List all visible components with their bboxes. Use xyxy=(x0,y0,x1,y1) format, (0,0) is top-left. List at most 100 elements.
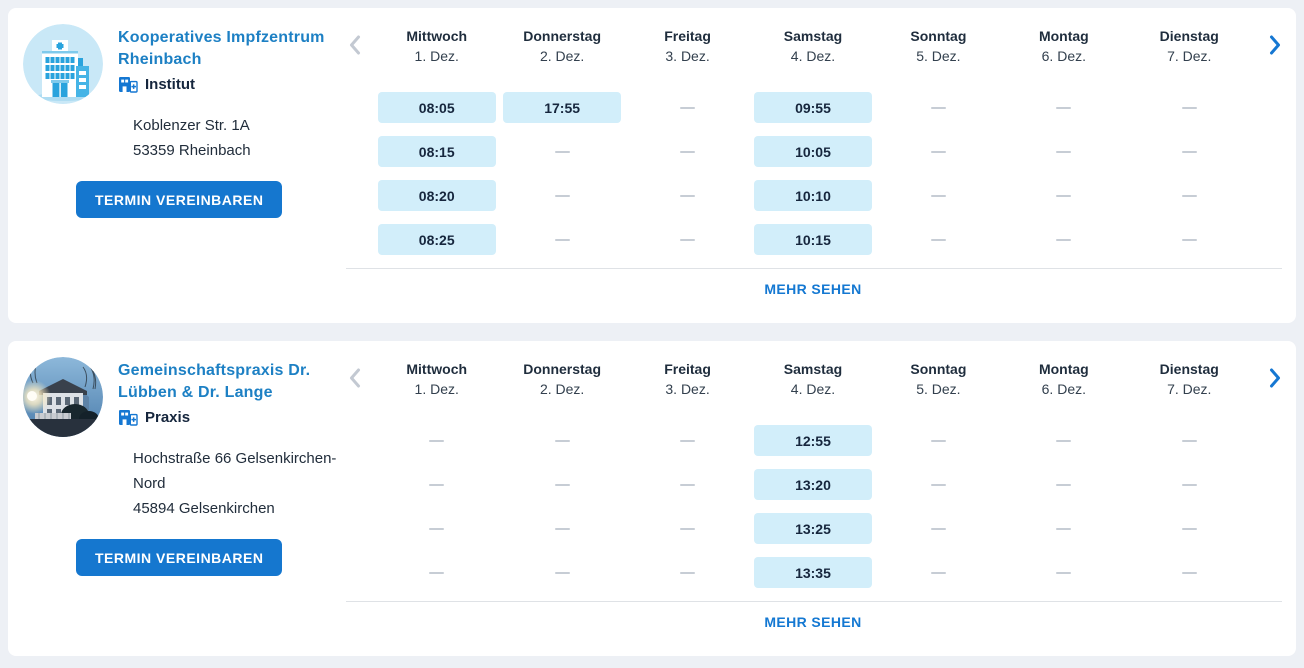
provider-card-gemeinschaftspraxis: Gemeinschaftspraxis Dr. Lübben & Dr. Lan… xyxy=(8,341,1296,656)
no-slot-dash xyxy=(1181,150,1197,153)
day-slot-list: 12:55 13:20 13:25 13:35 xyxy=(753,425,872,601)
no-slot-dash xyxy=(554,238,570,241)
time-slot-button[interactable]: 10:15 xyxy=(753,224,872,255)
day-name: Freitag xyxy=(664,361,711,377)
no-slot-dash xyxy=(930,106,946,109)
time-slot-button[interactable]: 08:15 xyxy=(377,136,496,167)
day-slot-list xyxy=(1005,425,1123,601)
day-column: Samstag 4. Dez. 12:55 13:20 13:25 13:35 xyxy=(750,361,875,601)
day-name: Donnerstag xyxy=(523,361,602,377)
provider-card-impfzentrum: Kooperatives Impfzentrum Rheinbach xyxy=(8,8,1296,323)
day-name: Mittwoch xyxy=(406,361,468,377)
provider-type-row: Praxis xyxy=(118,407,328,427)
no-slot-dash xyxy=(1056,527,1072,530)
calendar-prev-button[interactable] xyxy=(348,35,374,58)
no-slot-dash xyxy=(680,527,696,530)
time-slot-button[interactable]: 13:25 xyxy=(753,513,872,544)
calendar-week-row: Mittwoch 1. Dez. 08:05 08:15 08:20 08:25 Donne… xyxy=(344,28,1282,268)
no-slot-dash xyxy=(680,483,696,486)
day-date: 1. Dez. xyxy=(414,381,459,397)
profile-row: Kooperatives Impfzentrum Rheinbach xyxy=(23,24,340,104)
day-slot-list xyxy=(1130,425,1248,601)
time-slot-button[interactable]: 10:10 xyxy=(753,180,872,211)
practice-photo-avatar[interactable] xyxy=(23,357,103,437)
calendar-week-row: Mittwoch 1. Dez. Donnerstag 2. Dez. Freitag 3… xyxy=(344,361,1282,601)
no-slot-dash xyxy=(1181,439,1197,442)
day-slot-list xyxy=(879,425,997,601)
see-more-link[interactable]: MEHR SEHEN xyxy=(764,614,862,630)
no-slot-dash xyxy=(1181,106,1197,109)
no-slot-dash xyxy=(554,439,570,442)
day-name: Montag xyxy=(1038,28,1089,44)
day-name: Sonntag xyxy=(910,361,967,377)
profile-row: Gemeinschaftspraxis Dr. Lübben & Dr. Lan… xyxy=(23,357,340,437)
day-slot-list xyxy=(629,92,747,268)
day-column: Montag 6. Dez. xyxy=(1001,28,1126,268)
day-slot-list xyxy=(378,425,496,601)
time-slot-button[interactable]: 17:55 xyxy=(503,92,622,123)
no-slot-dash xyxy=(1056,194,1072,197)
time-slot-button[interactable]: 08:05 xyxy=(377,92,496,123)
clinic-avatar[interactable] xyxy=(23,24,103,104)
day-columns: Mittwoch 1. Dez. Donnerstag 2. Dez. Freitag 3… xyxy=(374,361,1252,601)
building-icon xyxy=(118,407,138,427)
no-slot-dash xyxy=(429,483,445,486)
book-appointment-button[interactable]: TERMIN VEREINBAREN xyxy=(76,181,283,218)
no-slot-dash xyxy=(429,571,445,574)
day-slot-list xyxy=(879,92,997,268)
address-line-2: 53359 Rheinbach xyxy=(133,142,251,159)
day-slot-list xyxy=(1005,92,1123,268)
day-column: Dienstag 7. Dez. xyxy=(1127,28,1252,268)
no-slot-dash xyxy=(1181,194,1197,197)
provider-name-link[interactable]: Kooperatives Impfzentrum Rheinbach xyxy=(118,29,325,68)
day-column: Freitag 3. Dez. xyxy=(625,28,750,268)
no-slot-dash xyxy=(429,527,445,530)
day-slot-list xyxy=(1130,92,1248,268)
day-date: 4. Dez. xyxy=(790,48,836,64)
calendar-prev-button[interactable] xyxy=(348,368,374,391)
time-slot-button[interactable]: 08:20 xyxy=(377,180,496,211)
calendar-next-button[interactable] xyxy=(1252,35,1282,58)
provider-address: Koblenzer Str. 1A 53359 Rheinbach xyxy=(133,113,338,163)
day-column: Samstag 4. Dez. 09:55 10:05 10:10 10:15 xyxy=(750,28,875,268)
time-slot-button[interactable]: 12:55 xyxy=(753,425,872,456)
time-slot-button[interactable]: 10:05 xyxy=(753,136,872,167)
address-line-1: Koblenzer Str. 1A xyxy=(133,117,250,134)
no-slot-dash xyxy=(1181,527,1197,530)
address-line-2: 45894 Gelsenkirchen xyxy=(133,500,275,517)
day-date: 7. Dez. xyxy=(1167,48,1212,64)
no-slot-dash xyxy=(930,483,946,486)
no-slot-dash xyxy=(429,439,445,442)
see-more-link[interactable]: MEHR SEHEN xyxy=(764,281,862,297)
day-date: 5. Dez. xyxy=(916,381,961,397)
day-name: Mittwoch xyxy=(406,28,468,44)
day-slot-list xyxy=(503,425,621,601)
no-slot-dash xyxy=(554,527,570,530)
no-slot-dash xyxy=(1056,150,1072,153)
no-slot-dash xyxy=(1181,238,1197,241)
calendar-next-button[interactable] xyxy=(1252,368,1282,391)
time-slot-button[interactable]: 13:20 xyxy=(753,469,872,500)
day-date: 7. Dez. xyxy=(1167,381,1212,397)
day-name: Sonntag xyxy=(910,28,967,44)
no-slot-dash xyxy=(680,194,696,197)
day-date: 6. Dez. xyxy=(1041,381,1086,397)
time-slot-button[interactable]: 13:35 xyxy=(753,557,872,588)
no-slot-dash xyxy=(1181,483,1197,486)
no-slot-dash xyxy=(930,150,946,153)
no-slot-dash xyxy=(680,439,696,442)
day-column: Freitag 3. Dez. xyxy=(625,361,750,601)
address-line-1: Hochstraße 66 Gelsenkirchen-Nord xyxy=(133,450,337,492)
provider-type-label: Praxis xyxy=(145,408,191,426)
day-slot-list: 08:05 08:15 08:20 08:25 xyxy=(377,92,496,268)
day-slot-list: 17:55 xyxy=(503,92,622,268)
time-slot-button[interactable]: 08:25 xyxy=(377,224,496,255)
book-appointment-button[interactable]: TERMIN VEREINBAREN xyxy=(76,539,283,576)
day-column: Donnerstag 2. Dez. 17:55 xyxy=(499,28,624,268)
no-slot-dash xyxy=(1056,439,1072,442)
provider-name-link[interactable]: Gemeinschaftspraxis Dr. Lübben & Dr. Lan… xyxy=(118,362,311,401)
no-slot-dash xyxy=(554,150,570,153)
provider-type-row: Institut xyxy=(118,74,328,94)
calendar-divider xyxy=(346,601,1282,602)
time-slot-button[interactable]: 09:55 xyxy=(753,92,872,123)
